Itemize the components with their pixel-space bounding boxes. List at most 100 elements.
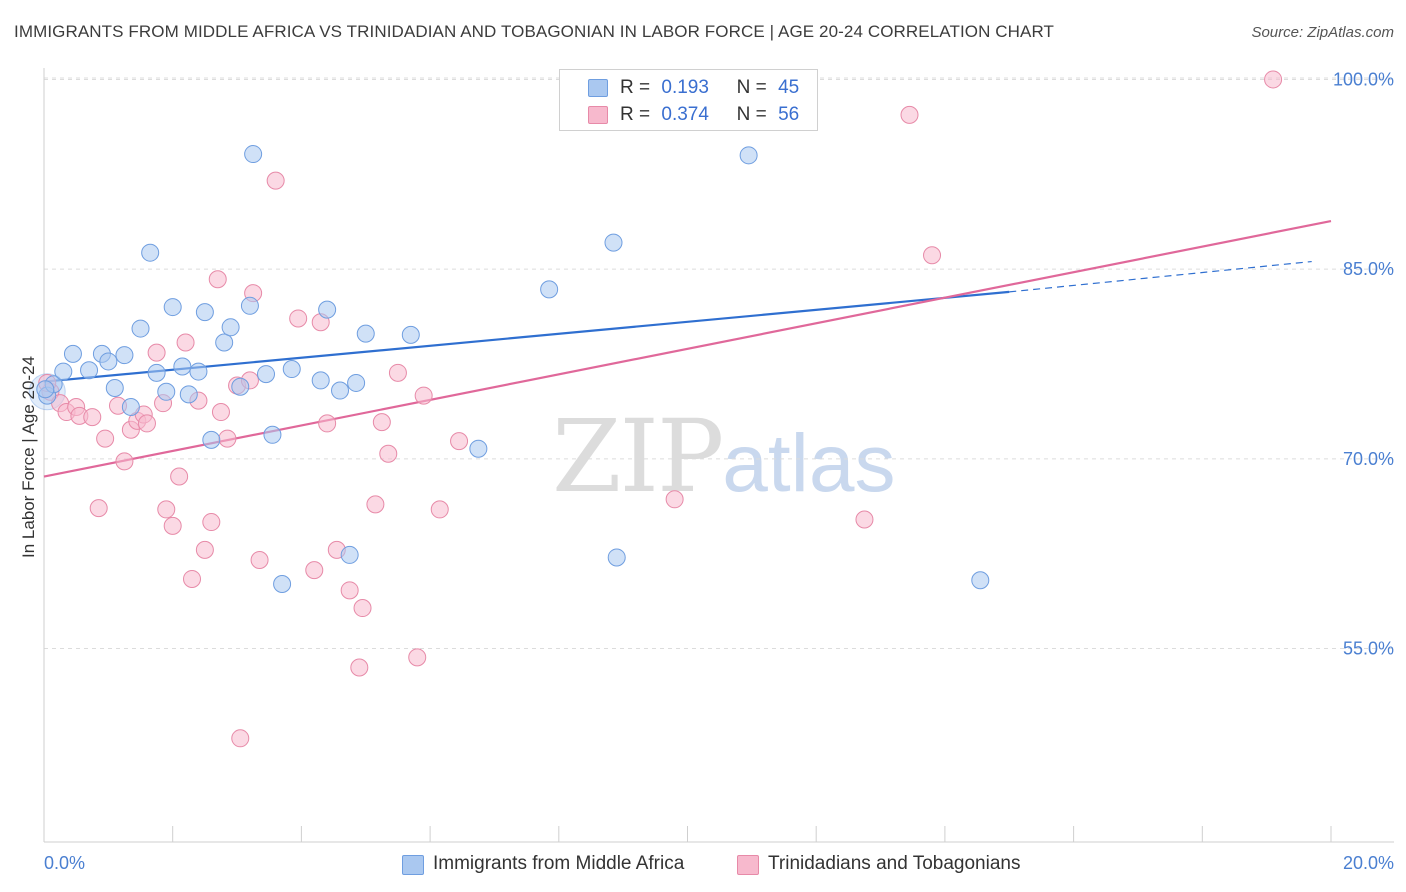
point-pink (366, 495, 385, 514)
point-blue (115, 346, 134, 365)
trendline-blue-extension (1009, 260, 1312, 293)
legend-r-label: R = (620, 104, 651, 125)
point-blue (340, 545, 359, 564)
point-pink (900, 105, 919, 124)
point-pink (202, 513, 221, 532)
point-pink (115, 452, 134, 471)
legend-r-label: R = (620, 77, 651, 98)
point-pink (318, 414, 337, 433)
legend-n-value: 56 (778, 104, 800, 125)
point-pink (183, 569, 202, 588)
point-pink (250, 550, 269, 569)
point-blue (121, 397, 140, 416)
point-pink (408, 648, 427, 667)
point-pink (218, 429, 237, 448)
point-pink (379, 444, 398, 463)
series-swatch-blue (402, 855, 424, 875)
point-blue (356, 324, 375, 343)
point-blue (36, 380, 55, 399)
y-tick-label: 100.0% (1333, 69, 1394, 89)
axis-layer (43, 68, 1394, 843)
x-tick-label: 0.0% (44, 853, 85, 873)
point-blue (141, 243, 160, 262)
point-pink (195, 540, 214, 559)
legend-n-label: N = (736, 77, 767, 98)
point-blue (331, 381, 350, 400)
trendline-pink (43, 219, 1332, 478)
legend-stats-pink: R = 0.374 N = 56 (620, 104, 799, 126)
point-pink (430, 500, 449, 519)
legend-n-label: N = (736, 104, 767, 125)
point-pink (157, 500, 176, 519)
point-blue (189, 362, 208, 381)
point-blue (215, 333, 234, 352)
point-blue (257, 365, 276, 384)
point-blue (157, 382, 176, 401)
correlation-legend: R = 0.193 N = 45 R = 0.374 N = 56 (559, 69, 818, 131)
point-pink (211, 403, 230, 422)
point-pink (89, 499, 108, 518)
legend-n-value: 45 (778, 77, 800, 98)
trend-layer (43, 219, 1332, 478)
point-pink (414, 386, 433, 405)
point-pink (855, 510, 874, 529)
series-legend: Immigrants from Middle Africa Trinidadia… (0, 852, 1406, 878)
chart-title: IMMIGRANTS FROM MIDDLE AFRICA VS TRINIDA… (14, 22, 1055, 41)
point-blue (195, 303, 214, 322)
point-blue (604, 233, 623, 252)
point-blue (131, 319, 150, 338)
point-pink (96, 429, 115, 448)
point-blue (54, 362, 73, 381)
point-pink (1264, 70, 1283, 89)
legend-r-value: 0.193 (661, 77, 709, 98)
point-pink (450, 432, 469, 451)
series-swatch-pink (737, 855, 759, 875)
series-label-pink: Trinidadians and Tobagonians (768, 853, 1021, 874)
point-blue (347, 373, 366, 392)
point-blue (202, 430, 221, 449)
point-blue (469, 439, 488, 458)
series-label-blue: Immigrants from Middle Africa (433, 853, 685, 874)
point-blue (263, 425, 282, 444)
point-pink (137, 414, 156, 433)
point-blue (231, 377, 250, 396)
point-blue (240, 296, 259, 315)
point-blue (179, 385, 198, 404)
point-pink (665, 490, 684, 509)
y-tick-label: 85.0% (1343, 259, 1394, 279)
point-pink (340, 581, 359, 600)
point-blue (105, 379, 124, 398)
legend-swatch-pink (588, 106, 608, 124)
point-pink (163, 516, 182, 535)
y-axis-label: In Labor Force | Age 20-24 (19, 356, 38, 558)
x-tick-label: 20.0% (1343, 853, 1394, 873)
point-blue (401, 325, 420, 344)
chart-source: Source: ZipAtlas.com (1251, 24, 1394, 41)
point-pink (176, 333, 195, 352)
point-blue (163, 298, 182, 317)
point-blue (244, 145, 263, 164)
y-tick-label: 55.0% (1343, 639, 1394, 659)
point-layer (28, 70, 1283, 748)
watermark-zip: ZIP (552, 398, 724, 515)
point-pink (305, 561, 324, 580)
point-blue (311, 371, 330, 390)
point-pink (266, 171, 285, 190)
point-pink (83, 408, 102, 427)
point-blue (540, 280, 559, 299)
point-pink (388, 363, 407, 382)
point-blue (147, 363, 166, 382)
point-blue (318, 300, 337, 319)
legend-swatch-blue (588, 79, 608, 97)
point-pink (147, 343, 166, 362)
point-pink (353, 599, 372, 618)
point-blue (221, 318, 240, 337)
point-pink (289, 309, 308, 328)
point-blue (173, 357, 192, 376)
legend-r-value: 0.374 (661, 104, 709, 125)
point-blue (273, 575, 292, 594)
y-tick-label: 70.0% (1343, 449, 1394, 469)
legend-stats-blue: R = 0.193 N = 45 (620, 77, 799, 99)
point-blue (971, 571, 990, 590)
